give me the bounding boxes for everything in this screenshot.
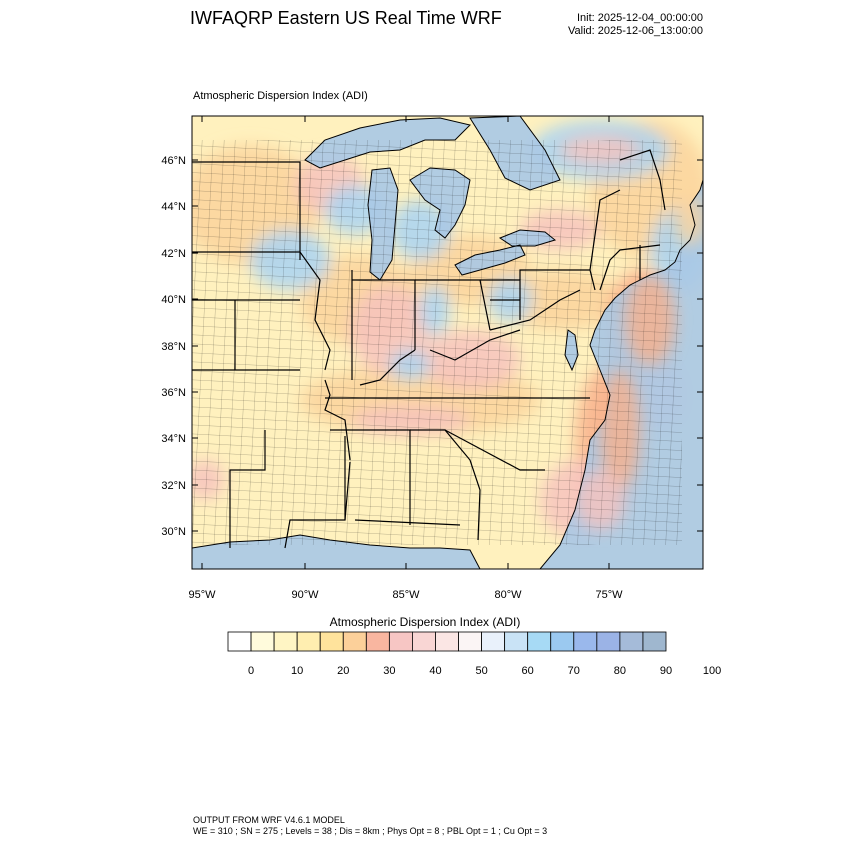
footer-config: WE = 310 ; SN = 275 ; Levels = 38 ; Dis … bbox=[193, 826, 548, 836]
lon-tick-label: 90°W bbox=[291, 589, 319, 601]
colorbar-swatch bbox=[481, 631, 506, 652]
state-line bbox=[519, 269, 596, 291]
state-line bbox=[229, 430, 266, 548]
colorbar-label: 100 bbox=[703, 665, 721, 677]
state-line bbox=[429, 329, 521, 361]
state-line bbox=[410, 429, 481, 541]
lon-tick-label: 80°W bbox=[494, 589, 522, 601]
colorbar-swatch bbox=[527, 631, 552, 652]
lon-tick-label: 85°W bbox=[392, 589, 420, 601]
colorbar-label: 20 bbox=[337, 665, 349, 677]
state-boundaries bbox=[192, 116, 703, 569]
coastline bbox=[304, 117, 471, 169]
colorbar-swatch bbox=[388, 631, 413, 652]
colorbar-swatch bbox=[296, 631, 321, 652]
state-line bbox=[354, 519, 461, 526]
colorbar-swatch bbox=[273, 631, 298, 652]
state-line bbox=[284, 436, 346, 549]
state-line bbox=[359, 349, 416, 386]
coastline bbox=[409, 167, 471, 239]
map-frame bbox=[191, 115, 704, 570]
state-line bbox=[489, 289, 581, 331]
plot-title: Atmospheric Dispersion Index (ADI) bbox=[193, 90, 368, 102]
valid-time: Valid: 2025-12-06_13:00:00 bbox=[568, 25, 703, 37]
state-line bbox=[619, 149, 666, 211]
state-line bbox=[444, 429, 545, 471]
run-times: Init: 2025-12-04_00:00:00 Valid: 2025-12… bbox=[520, 12, 703, 38]
colorbar-swatch bbox=[412, 631, 436, 652]
state-line bbox=[192, 161, 301, 260]
init-time: Init: 2025-12-04_00:00:00 bbox=[577, 12, 703, 24]
colorbar-swatch bbox=[250, 631, 275, 652]
coastline bbox=[539, 116, 703, 569]
lat-tick-label: 40°N bbox=[161, 294, 186, 306]
model-footer: OUTPUT FROM WRF V4.6.1 MODEL WE = 310 ; … bbox=[193, 815, 547, 837]
coastline bbox=[469, 116, 561, 191]
adi-region bbox=[675, 195, 703, 245]
coastline bbox=[564, 329, 579, 372]
longitude-axis: 95°W 90°W 85°W 80°W 75°W bbox=[188, 116, 623, 601]
latitude-axis: 46°N 44°N 42°N 40°N 38°N 36°N 34°N 32°N 30°N bbox=[161, 155, 703, 538]
lon-tick-label: 75°W bbox=[595, 589, 623, 601]
coastline bbox=[454, 244, 526, 276]
state-line bbox=[344, 461, 351, 521]
state-line bbox=[589, 189, 621, 271]
colorbar-swatch bbox=[642, 631, 667, 652]
colorbar-label: 40 bbox=[429, 665, 441, 677]
colorbar-swatch bbox=[319, 631, 344, 652]
colorbar-swatch bbox=[435, 631, 459, 652]
lat-tick-label: 42°N bbox=[161, 248, 186, 260]
county-grid bbox=[192, 140, 682, 545]
lat-tick-label: 36°N bbox=[161, 387, 186, 399]
colorbar-swatch bbox=[342, 631, 367, 652]
colorbar-label: 0 bbox=[248, 665, 254, 677]
lat-tick-label: 32°N bbox=[161, 480, 186, 492]
lat-tick-label: 46°N bbox=[161, 155, 186, 167]
colorbar-swatch bbox=[227, 631, 252, 652]
colorbar-swatch bbox=[504, 631, 529, 652]
map-area bbox=[192, 116, 703, 569]
state-line bbox=[299, 251, 331, 371]
colorbar: 0 10 20 30 40 50 60 70 80 90 100 bbox=[227, 631, 721, 677]
colorbar-label: 80 bbox=[614, 665, 626, 677]
colorbar-swatch bbox=[573, 631, 598, 652]
colorbar-label: 30 bbox=[383, 665, 395, 677]
footer-model: OUTPUT FROM WRF V4.6.1 MODEL bbox=[193, 815, 345, 825]
colorbar-label: 70 bbox=[568, 665, 580, 677]
chart-title: IWFAQRP Eastern US Real Time WRF bbox=[190, 8, 502, 28]
lat-tick-label: 38°N bbox=[161, 341, 186, 353]
county-boundaries bbox=[192, 140, 682, 545]
colorbar-swatch bbox=[596, 631, 621, 652]
colorbar-label: 60 bbox=[522, 665, 534, 677]
state-line bbox=[415, 279, 491, 331]
colorbar-swatch bbox=[365, 631, 390, 652]
colorbar-swatch bbox=[550, 631, 575, 652]
colorbar-label: 90 bbox=[660, 665, 672, 677]
lat-tick-label: 34°N bbox=[161, 433, 186, 445]
lat-tick-label: 44°N bbox=[161, 201, 186, 213]
colorbar-label: 10 bbox=[291, 665, 303, 677]
colorbar-label: 50 bbox=[475, 665, 487, 677]
coastline bbox=[498, 229, 557, 247]
state-line bbox=[324, 379, 351, 461]
lat-tick-label: 30°N bbox=[161, 526, 186, 538]
lon-tick-label: 95°W bbox=[188, 589, 216, 601]
colorbar-swatch bbox=[458, 631, 482, 652]
coastline bbox=[192, 534, 481, 569]
colorbar-swatch bbox=[619, 631, 644, 652]
colorbar-title: Atmospheric Dispersion Index (ADI) bbox=[329, 615, 521, 629]
coastline bbox=[367, 167, 399, 281]
